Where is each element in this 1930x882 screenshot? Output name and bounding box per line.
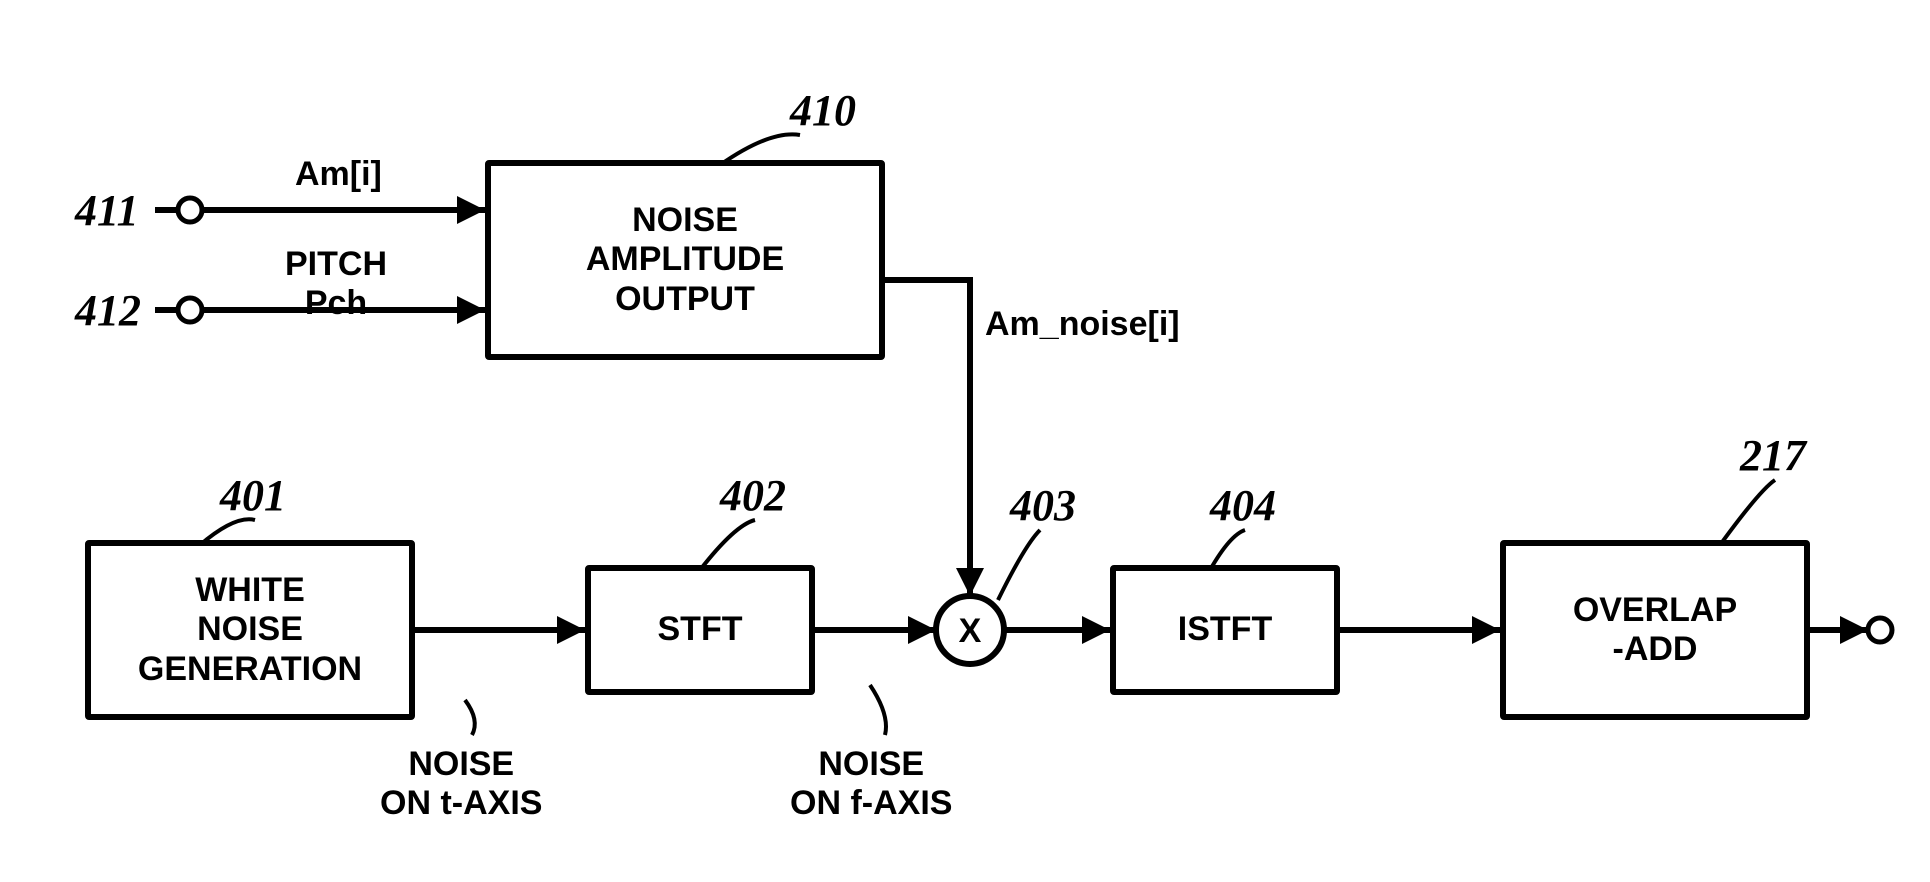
label-pitch-pch: PITCH Pch — [285, 245, 387, 323]
ref-403: 403 — [1010, 480, 1076, 531]
block-label: OVERLAP -ADD — [1573, 591, 1737, 669]
ref-217: 217 — [1740, 430, 1806, 481]
block-stft: STFT — [585, 565, 815, 695]
svg-text:X: X — [959, 612, 982, 650]
diagram-canvas: X NOISE AMPLITUDE OUTPUT WHITE NOISE GEN… — [0, 0, 1930, 882]
ref-410: 410 — [790, 85, 856, 136]
block-label: STFT — [658, 610, 743, 649]
ref-404: 404 — [1210, 480, 1276, 531]
ref-401: 401 — [220, 470, 286, 521]
block-label: WHITE NOISE GENERATION — [138, 571, 362, 688]
ref-411: 411 — [75, 185, 139, 236]
label-noise-f-axis: NOISE ON f-AXIS — [790, 745, 952, 823]
label-am-noise: Am_noise[i] — [985, 305, 1180, 344]
block-white-noise-generation: WHITE NOISE GENERATION — [85, 540, 415, 720]
block-label: NOISE AMPLITUDE OUTPUT — [586, 201, 784, 318]
ref-402: 402 — [720, 470, 786, 521]
ref-412: 412 — [75, 285, 141, 336]
block-noise-amplitude-output: NOISE AMPLITUDE OUTPUT — [485, 160, 885, 360]
wires-layer: X — [0, 0, 1930, 882]
block-overlap-add: OVERLAP -ADD — [1500, 540, 1810, 720]
block-label: ISTFT — [1178, 610, 1272, 649]
label-noise-t-axis: NOISE ON t-AXIS — [380, 745, 542, 823]
label-am-i: Am[i] — [295, 155, 382, 194]
block-istft: ISTFT — [1110, 565, 1340, 695]
